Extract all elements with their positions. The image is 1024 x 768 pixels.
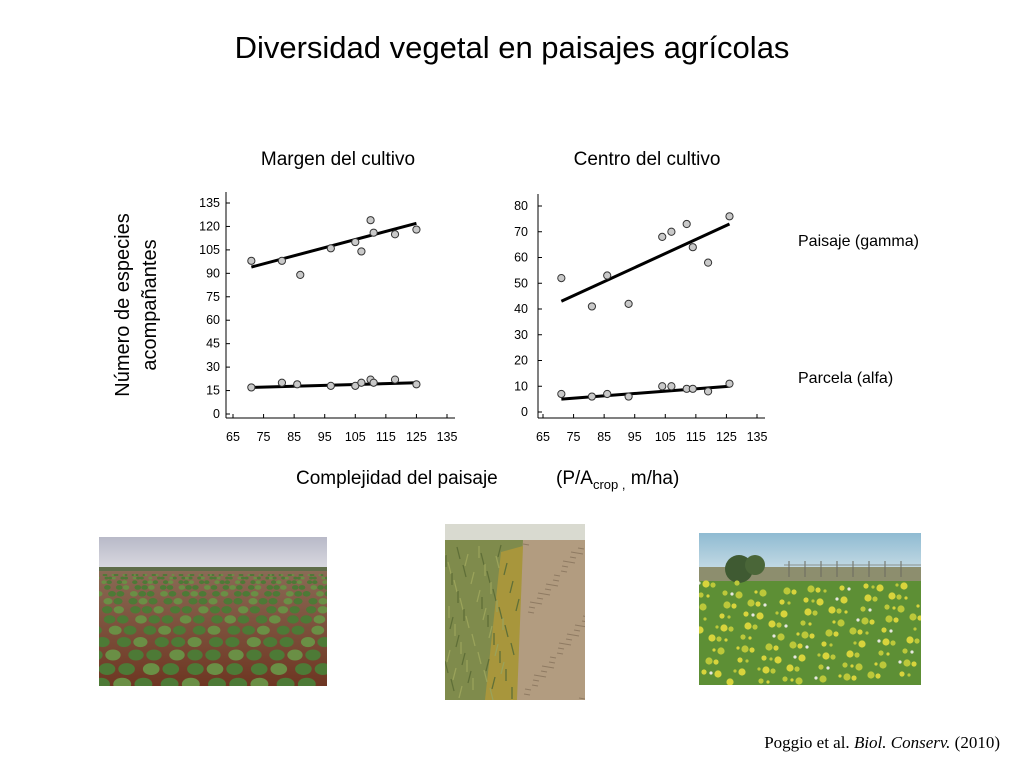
margin-gamma-point bbox=[357, 247, 366, 256]
margin-gamma-point bbox=[390, 230, 400, 239]
center-gamma-point bbox=[667, 227, 676, 236]
center-alpha-point bbox=[603, 389, 612, 399]
margin-alpha-point bbox=[412, 380, 421, 389]
margin-gamma-point bbox=[366, 216, 375, 225]
margin-y-tick-label: 90 bbox=[206, 266, 220, 280]
center-x-tick-label: 65 bbox=[536, 430, 550, 444]
center-gamma-point bbox=[557, 274, 566, 283]
center-alpha-point bbox=[688, 384, 697, 393]
margin-x-tick-label: 95 bbox=[318, 430, 332, 444]
margin-y-tick-label: 15 bbox=[206, 384, 220, 398]
margin-alpha-point bbox=[369, 378, 378, 387]
margin-panel-title: Margen del cultivo bbox=[260, 149, 416, 170]
margin-x-tick-label: 125 bbox=[406, 430, 427, 444]
center-alpha-point bbox=[624, 392, 633, 401]
margin-x-tick-label: 85 bbox=[287, 430, 301, 444]
margin-x-tick-label: 75 bbox=[257, 430, 271, 444]
x-axis-unit-suffix: m/ha) bbox=[625, 468, 680, 489]
center-gamma-point bbox=[725, 212, 734, 221]
center-x-tick-label: 75 bbox=[567, 430, 581, 444]
center-gamma-point bbox=[658, 232, 667, 241]
center-x-tick-label: 85 bbox=[597, 430, 611, 444]
margin-x-tick-label: 105 bbox=[345, 430, 366, 444]
center-x-tick-label: 115 bbox=[686, 430, 706, 444]
margin-y-tick-label: 135 bbox=[199, 196, 220, 210]
center-y-tick-label: 70 bbox=[514, 225, 528, 239]
center-panel-title: Centro del cultivo bbox=[573, 149, 721, 170]
margin-y-tick-label: 0 bbox=[213, 407, 220, 421]
field-margin-photo bbox=[445, 524, 585, 700]
center-alpha-point bbox=[587, 392, 597, 401]
margin-gamma-point bbox=[369, 228, 378, 237]
center-alpha-point bbox=[658, 382, 667, 391]
margin-gamma-point bbox=[326, 244, 335, 253]
gamma-series-label: Paisaje (gamma) bbox=[798, 233, 919, 250]
citation-year: (2010) bbox=[950, 733, 1000, 752]
margin-alpha-point bbox=[277, 378, 287, 387]
center-x-tick-label: 95 bbox=[628, 430, 642, 444]
margin-gamma-point bbox=[296, 270, 305, 279]
center-gamma-point bbox=[624, 299, 633, 308]
margin-gamma-point bbox=[351, 237, 360, 247]
x-axis-unit: (P/Acrop , m/ha) bbox=[556, 468, 679, 492]
margin-x-tick-label: 65 bbox=[226, 430, 240, 444]
margin-y-tick-label: 120 bbox=[199, 219, 220, 233]
center-gamma-point bbox=[587, 302, 597, 311]
x-axis-label: Complejidad del paisaje bbox=[296, 468, 498, 489]
center-alpha-point bbox=[667, 382, 676, 391]
margin-alpha-point bbox=[357, 378, 366, 387]
margin-y-tick-label: 105 bbox=[199, 243, 220, 257]
slide-title: Diversidad vegetal en paisajes agrícolas bbox=[234, 30, 790, 65]
center-x-tick-label: 135 bbox=[747, 430, 768, 444]
center-gamma-trend-line bbox=[560, 222, 731, 303]
center-gamma-point bbox=[603, 271, 612, 280]
margin-gamma-point bbox=[247, 256, 256, 265]
margin-gamma-point bbox=[412, 225, 421, 234]
margin-y-tick-label: 60 bbox=[206, 313, 220, 327]
citation: Poggio et al. Biol. Conserv. (2010) bbox=[764, 733, 1000, 753]
margin-gamma-point bbox=[277, 256, 287, 265]
center-y-tick-label: 40 bbox=[514, 302, 528, 316]
alpha-series-label: Parcela (alfa) bbox=[798, 370, 894, 387]
center-y-tick-label: 80 bbox=[514, 199, 528, 213]
margin-y-tick-label: 75 bbox=[206, 290, 220, 304]
crop-field-photo bbox=[99, 537, 327, 686]
center-y-tick-label: 30 bbox=[514, 328, 528, 342]
citation-authors: Poggio et al. bbox=[764, 733, 854, 752]
center-y-tick-label: 10 bbox=[514, 379, 528, 393]
center-gamma-point bbox=[688, 243, 697, 252]
flowering-margin-photo bbox=[699, 533, 921, 685]
margin-y-tick-label: 45 bbox=[206, 337, 220, 351]
margin-y-tick-label: 30 bbox=[206, 360, 220, 374]
center-alpha-point bbox=[703, 387, 713, 396]
margin-x-tick-label: 135 bbox=[437, 430, 458, 444]
x-axis-unit-subscript: crop , bbox=[592, 477, 626, 492]
margin-alpha-point bbox=[293, 380, 302, 389]
center-alpha-point bbox=[557, 389, 566, 399]
center-x-tick-label: 125 bbox=[716, 430, 737, 444]
margin-alpha-point bbox=[326, 381, 335, 390]
center-y-tick-label: 20 bbox=[514, 354, 528, 368]
margin-alpha-point bbox=[247, 383, 256, 392]
center-y-tick-label: 0 bbox=[521, 405, 528, 419]
margin-x-tick-label: 115 bbox=[376, 430, 396, 444]
center-x-tick-label: 105 bbox=[655, 430, 676, 444]
center-gamma-point bbox=[682, 219, 691, 229]
center-y-tick-label: 50 bbox=[514, 276, 528, 290]
x-axis-unit-prefix: (P/A bbox=[556, 468, 593, 489]
center-alpha-point bbox=[725, 379, 734, 388]
citation-journal: Biol. Conserv. bbox=[853, 733, 951, 752]
margin-alpha-point bbox=[390, 375, 400, 384]
center-y-tick-label: 60 bbox=[514, 251, 528, 265]
center-gamma-point bbox=[703, 258, 713, 267]
